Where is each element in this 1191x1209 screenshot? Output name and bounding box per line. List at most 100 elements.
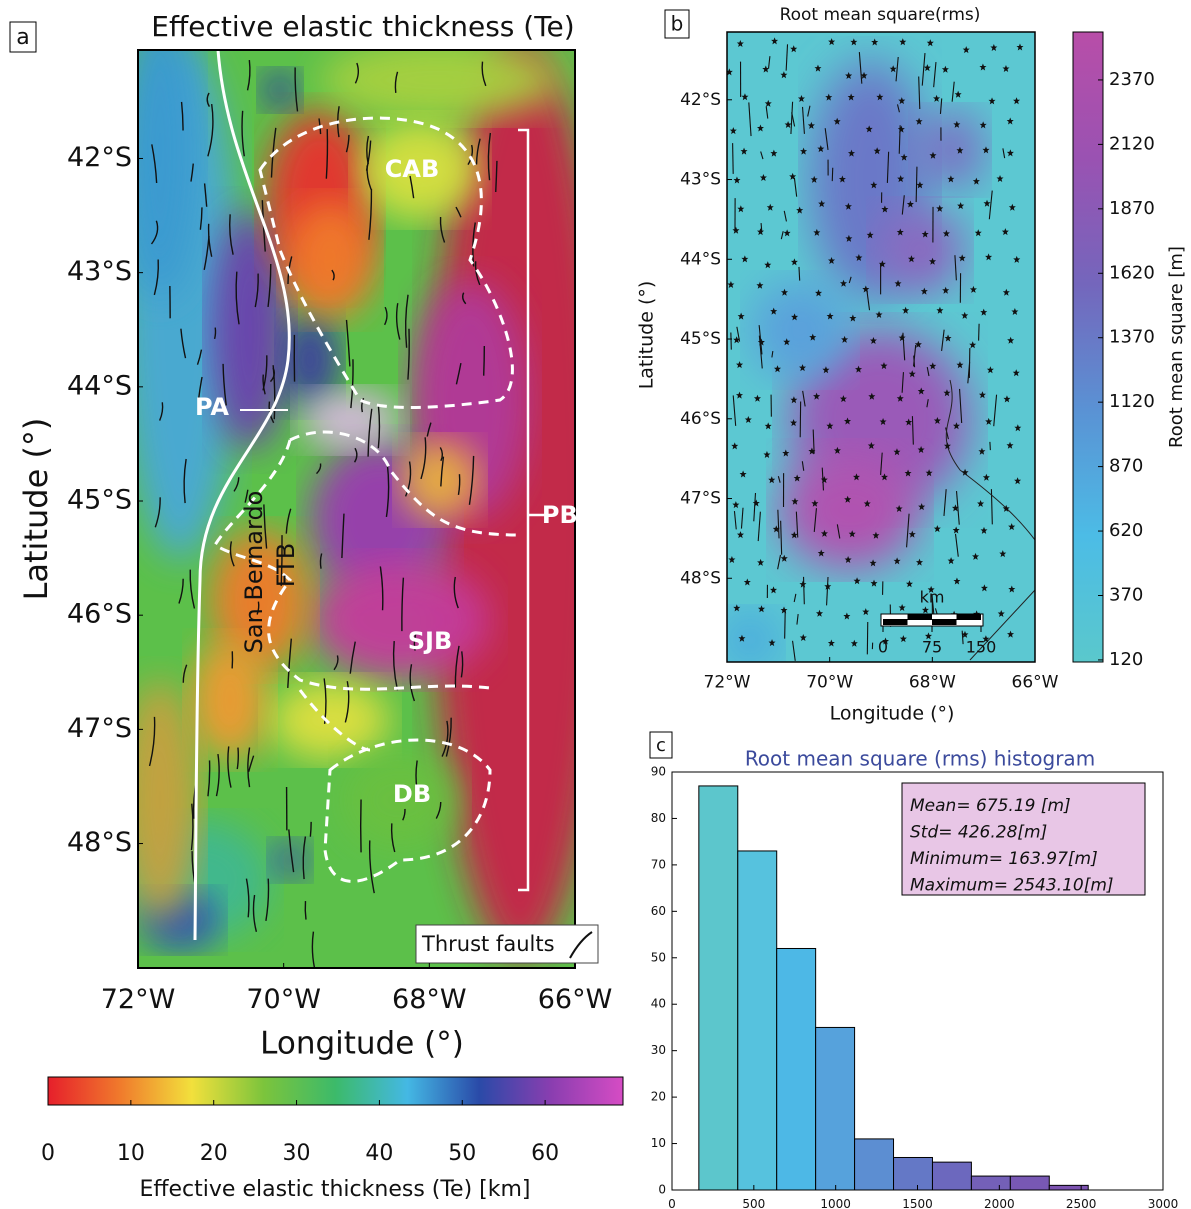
- figure: CABPASan BernardoFTBSJBDBPBFThrust fault…: [0, 0, 1191, 1209]
- colorbar-tick-label: 50: [448, 1141, 476, 1166]
- colorbar-tick-label: 620: [1109, 520, 1143, 541]
- fault-line: [484, 346, 485, 376]
- map-region: [400, 440, 480, 520]
- y-tick-label: 42°S: [680, 90, 721, 110]
- y-tick-label: 40: [651, 997, 666, 1011]
- y-tick-label: 43°S: [680, 170, 721, 190]
- colorbar-tick-label: 1370: [1109, 327, 1155, 348]
- x-tick-label: 500: [742, 1197, 765, 1209]
- scalebar-label: 150: [966, 638, 997, 657]
- map-image: [720, 32, 1035, 670]
- colorbar-label: Root mean square [m]: [1166, 246, 1187, 448]
- histogram-bar: [777, 948, 816, 1190]
- map-annotation: San Bernardo: [240, 491, 268, 654]
- x-tick-label: 2000: [984, 1197, 1015, 1209]
- map-region: [720, 610, 780, 670]
- y-tick-label: 46°S: [680, 409, 721, 429]
- x-tick-label: 70°W: [246, 984, 321, 1015]
- colorbar-tick-label: 20: [200, 1141, 228, 1166]
- y-tick-label: 20: [651, 1090, 666, 1104]
- map-annotation: SJB: [408, 627, 453, 655]
- map-region: [285, 200, 375, 320]
- histogram-bar: [932, 1162, 971, 1190]
- map-region: [120, 680, 200, 920]
- fault-line: [785, 610, 786, 639]
- y-tick-label: 45°S: [680, 329, 721, 349]
- chart-title: Root mean square (rms) histogram: [745, 747, 1095, 771]
- x-tick-label: 72°W: [704, 672, 751, 692]
- stats-text: Minimum= 163.97[m]: [910, 849, 1098, 869]
- colorbar-tick-label: 870: [1109, 456, 1143, 477]
- x-tick-label: 66°W: [538, 984, 613, 1015]
- x-tick-label: 70°W: [806, 672, 853, 692]
- x-axis-label: Longitude (°): [830, 703, 955, 725]
- histogram-bar: [738, 851, 777, 1190]
- colorbar-tick-label: 2370: [1109, 69, 1155, 90]
- y-tick-label: 46°S: [67, 599, 132, 630]
- y-tick-label: 47°S: [67, 713, 132, 744]
- colorbar-label: Effective elastic thickness (Te) [km]: [139, 1177, 530, 1202]
- scalebar-unit: km: [920, 588, 945, 607]
- x-tick-label: 0: [668, 1197, 676, 1209]
- histogram-bar: [894, 1157, 933, 1190]
- histogram-bar: [1010, 1176, 1049, 1190]
- colorbar: [1073, 32, 1103, 662]
- map-image: [120, 0, 610, 971]
- fault-line: [733, 143, 734, 174]
- map-annotation: PBF: [542, 501, 594, 529]
- y-axis-label: Latitude (°): [636, 281, 658, 390]
- colorbar-tick-label: 370: [1109, 584, 1143, 605]
- chart-title: Root mean square(rms): [780, 5, 981, 25]
- y-tick-label: 70: [651, 857, 666, 871]
- colorbar-tick-label: 2120: [1109, 133, 1155, 154]
- x-tick-label: 2500: [1066, 1197, 1097, 1209]
- y-tick-label: 60: [651, 904, 666, 918]
- y-tick-label: 50: [651, 950, 666, 964]
- stats-text: Maximum= 2543.10[m]: [910, 876, 1114, 896]
- histogram-bar: [816, 1027, 855, 1190]
- y-tick-label: 44°S: [67, 370, 132, 401]
- panel-label: c: [656, 735, 666, 756]
- colorbar-tick-label: 1620: [1109, 262, 1155, 283]
- y-tick-label: 45°S: [67, 485, 132, 516]
- y-axis-label: Latitude (°): [17, 418, 55, 601]
- colorbar-tick-label: 30: [283, 1141, 311, 1166]
- x-tick-label: 1000: [820, 1197, 851, 1209]
- y-tick-label: 47°S: [680, 489, 721, 509]
- histogram-bar: [1049, 1185, 1088, 1190]
- map-region: [750, 280, 850, 380]
- map-region: [260, 70, 300, 110]
- colorbar-tick-label: 10: [117, 1141, 145, 1166]
- colorbar-tick-label: 1870: [1109, 198, 1155, 219]
- y-tick-label: 48°S: [67, 827, 132, 858]
- map-annotation: CAB: [385, 155, 439, 183]
- colorbar-tick-label: 1120: [1109, 391, 1155, 412]
- x-tick-label: 66°W: [1012, 672, 1059, 692]
- map-region: [120, 0, 200, 300]
- panel-label: b: [671, 12, 684, 36]
- x-tick-label: 68°W: [392, 984, 467, 1015]
- panel-label: a: [16, 25, 29, 50]
- map-region: [300, 390, 400, 450]
- histogram-bar: [699, 786, 738, 1190]
- stats-text: Mean= 675.19 [m]: [910, 796, 1071, 816]
- y-tick-label: 10: [651, 1136, 666, 1150]
- fault-line: [310, 822, 311, 837]
- x-tick-label: 3000: [1148, 1197, 1179, 1209]
- y-tick-label: 0: [658, 1183, 666, 1197]
- scalebar-segment: [908, 614, 933, 620]
- histogram-bar: [971, 1176, 1010, 1190]
- fault-line: [305, 901, 306, 920]
- map-annotation: DB: [393, 780, 431, 808]
- x-axis-label: Longitude (°): [260, 1026, 464, 1062]
- map-region: [875, 205, 965, 295]
- scalebar-segment: [957, 614, 982, 620]
- chart-title: Effective elastic thickness (Te): [151, 10, 574, 43]
- map-region: [320, 40, 560, 120]
- y-tick-label: 30: [651, 1043, 666, 1057]
- colorbar-tick-label: 60: [531, 1141, 559, 1166]
- histogram-bar: [855, 1139, 894, 1190]
- stats-text: Std= 426.28[m]: [910, 823, 1047, 843]
- y-tick-label: 80: [651, 811, 666, 825]
- map-region: [270, 680, 390, 760]
